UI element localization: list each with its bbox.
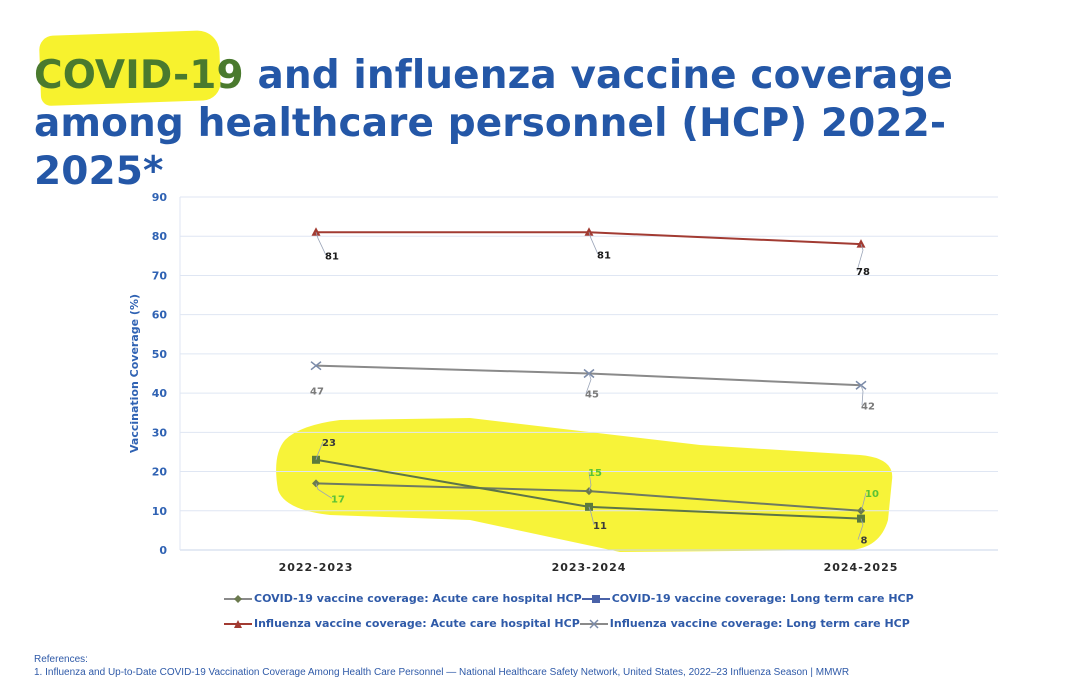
legend-label-covid-ltc: COVID-19 vaccine coverage: Long term car… — [611, 592, 914, 605]
y-tick-label: 40 — [152, 387, 168, 400]
data-point-triangle — [311, 227, 321, 236]
data-label-leader — [856, 243, 864, 272]
legend-item-flu-acute: Influenza vaccine coverage: Acute care h… — [224, 617, 580, 630]
series-line — [315, 364, 862, 387]
data-label-leader — [860, 385, 864, 406]
y-tick-label: 30 — [152, 426, 168, 439]
legend-swatch-triangle-icon — [224, 619, 252, 628]
legend-swatch-diamond-icon — [224, 594, 252, 603]
legend-row-2: Influenza vaccine coverage: Acute care h… — [224, 611, 910, 636]
data-label-leader — [315, 441, 324, 460]
x-tick-label: 2022-2023 — [279, 561, 354, 574]
legend-label-covid-acute: COVID-19 vaccine coverage: Acute care ho… — [254, 592, 582, 605]
covid-highlight-mark — [276, 418, 893, 552]
data-label-leader — [315, 483, 333, 499]
y-tick-label: 0 — [159, 544, 167, 557]
data-point-x — [310, 361, 322, 371]
chart-legend: COVID-19 vaccine coverage: Acute care ho… — [224, 586, 914, 636]
legend-item-covid-ltc: COVID-19 vaccine coverage: Long term car… — [581, 592, 914, 605]
y-tick-label: 70 — [152, 269, 168, 282]
data-label-leader — [315, 232, 327, 256]
y-tick-label: 80 — [152, 230, 168, 243]
data-label-leader — [860, 492, 867, 511]
y-tick-label: 90 — [152, 191, 168, 204]
data-label: 17 — [331, 494, 345, 505]
data-label: 81 — [325, 251, 339, 262]
title-rest: and influenza vaccine coverage among hea… — [34, 53, 953, 194]
data-label: 42 — [861, 401, 875, 412]
data-label: 15 — [588, 468, 602, 479]
data-label: 10 — [865, 489, 879, 500]
legend-label-flu-ltc: Influenza vaccine coverage: Long term ca… — [609, 617, 910, 630]
x-tick-label: 2023-2024 — [552, 561, 627, 574]
legend-item-covid-acute: COVID-19 vaccine coverage: Acute care ho… — [224, 592, 582, 605]
references-heading: References: — [34, 654, 88, 665]
title-container: COVID-19 and influenza vaccine coverage … — [34, 52, 1044, 196]
data-label-leader — [588, 506, 595, 525]
y-tick-label: 50 — [152, 348, 168, 361]
x-tick-label: 2024-2025 — [824, 561, 899, 574]
data-label-leader — [857, 518, 864, 540]
legend-label-flu-acute: Influenza vaccine coverage: Acute care h… — [254, 617, 580, 630]
data-label: 23 — [322, 438, 336, 449]
data-label: 8 — [861, 536, 868, 547]
data-label: 81 — [597, 250, 611, 261]
legend-swatch-square-icon — [581, 594, 610, 603]
reference-1-link[interactable]: 1. Influenza and Up-to-Date COVID-19 Vac… — [34, 667, 850, 678]
data-label-leader — [585, 373, 592, 394]
data-label-leader — [588, 232, 599, 255]
legend-item-flu-ltc: Influenza vaccine coverage: Long term ca… — [579, 617, 910, 630]
title-covid-highlighted: COVID-19 — [34, 53, 244, 98]
y-tick-label: 60 — [152, 309, 168, 322]
data-point-triangle — [856, 239, 866, 248]
data-label: 47 — [310, 387, 324, 398]
legend-swatch-x-icon — [579, 618, 608, 629]
page-title: COVID-19 and influenza vaccine coverage … — [34, 52, 1044, 196]
y-tick-label: 20 — [152, 466, 168, 479]
legend-row-1: COVID-19 vaccine coverage: Acute care ho… — [224, 586, 914, 611]
data-label-leader — [588, 472, 592, 492]
data-label: 45 — [585, 390, 599, 401]
data-label: 11 — [593, 521, 607, 532]
data-label: 78 — [856, 267, 870, 278]
data-point-triangle — [584, 227, 594, 236]
y-tick-label: 10 — [152, 505, 168, 518]
y-axis-title: Vaccination Coverage (%) — [128, 294, 141, 453]
